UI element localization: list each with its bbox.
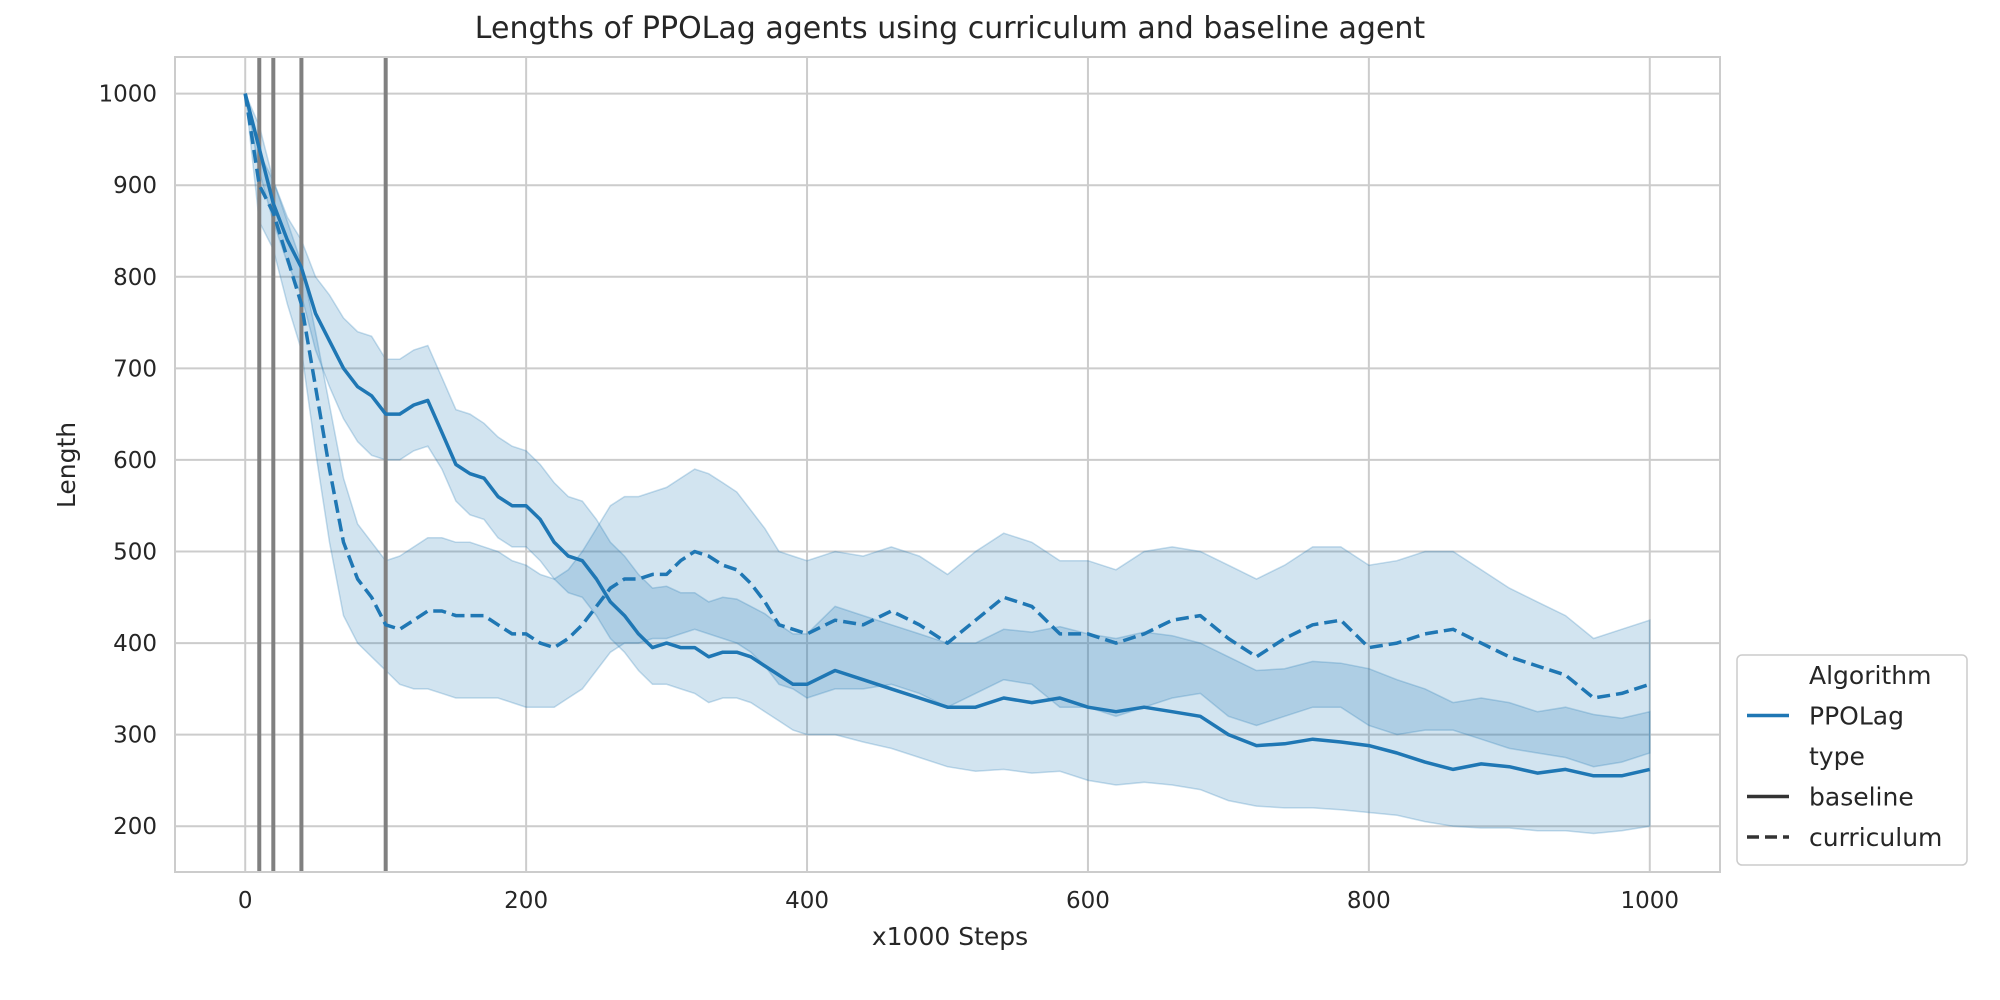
curriculum-stage-markers <box>257 57 388 872</box>
legend-entry-algorithm: Algorithm <box>1809 661 1931 690</box>
y-tick-label: 400 <box>113 631 157 657</box>
x-tick-label: 200 <box>504 888 548 914</box>
y-tick-label: 500 <box>113 539 157 565</box>
y-tick-label: 900 <box>113 173 157 199</box>
legend-entry-type: type <box>1809 742 1865 771</box>
plot-frame <box>174 56 1721 873</box>
x-tick-label: 800 <box>1347 888 1391 914</box>
y-tick-label: 600 <box>113 448 157 474</box>
tick-labels: 0 200 400 600 800 1000 200 300 400 500 600 700 800 90… <box>98 82 1679 914</box>
series-line-baseline <box>243 93 1651 778</box>
y-tick-label: 200 <box>113 814 157 840</box>
legend-entry-baseline: baseline <box>1809 783 1914 812</box>
y-axis-title: Length <box>52 422 81 508</box>
y-tick-label: 1000 <box>98 82 157 108</box>
x-tick-label: 0 <box>238 888 253 914</box>
grid-lines <box>175 57 1720 872</box>
series-line-curriculum <box>243 93 1651 700</box>
y-tick-label: 300 <box>113 723 157 749</box>
y-tick-label: 700 <box>113 356 157 382</box>
confidence-bands <box>244 93 1651 835</box>
confidence-band-curriculum <box>244 93 1651 768</box>
legend-entry-ppolag: PPOLag <box>1809 702 1904 731</box>
legend: Algorithm PPOLag type baseline curriculum <box>1736 654 1968 866</box>
legend-entry-curriculum: curriculum <box>1809 823 1942 852</box>
series-lines <box>243 93 1651 778</box>
x-tick-label: 400 <box>785 888 829 914</box>
x-axis-title: x1000 Steps <box>872 922 1028 951</box>
confidence-band-baseline <box>244 93 1651 835</box>
x-tick-label: 600 <box>1066 888 1110 914</box>
x-tick-label: 1000 <box>1620 888 1679 914</box>
legend-box <box>1736 654 1968 866</box>
chart-title: Lengths of PPOLag agents using curriculu… <box>475 11 1426 46</box>
y-tick-label: 800 <box>113 265 157 291</box>
